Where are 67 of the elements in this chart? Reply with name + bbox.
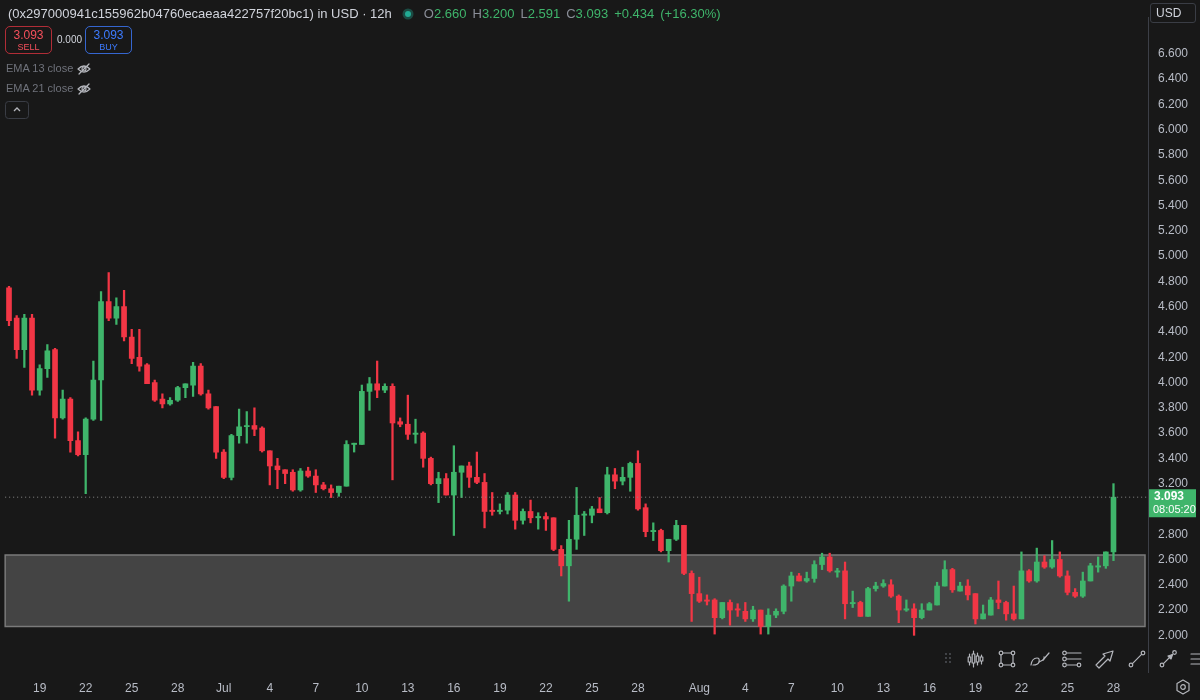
- candlestick: [366, 377, 373, 411]
- candlestick: [251, 407, 258, 436]
- y-tick-label: 6.400: [1158, 71, 1189, 86]
- x-tick-label: 28: [1106, 680, 1121, 695]
- y-tick-label: 3.600: [1158, 425, 1189, 440]
- y-tick-label: 2.000: [1158, 627, 1189, 642]
- y-tick-label: 2.800: [1158, 526, 1189, 541]
- y-tick-label: 4.000: [1158, 374, 1189, 389]
- x-tick-label: 16: [447, 680, 461, 695]
- annotation: 3.093: [12, 28, 45, 42]
- x-tick-label: 16: [922, 680, 937, 695]
- y-tick-label: 2.600: [1158, 551, 1189, 566]
- y-tick-label: 2.200: [1158, 602, 1189, 617]
- y-tick-label: 4.800: [1158, 273, 1189, 288]
- x-tick-label: 19: [968, 680, 983, 695]
- annotation: EMA 13 close: [6, 62, 74, 74]
- x-tick-label: 19: [33, 680, 47, 695]
- annotation: O2.660 H3.200 L2.591 C3.093 +0.434 (+16.30%): [423, 6, 721, 21]
- annotation: 0.000: [57, 34, 83, 45]
- y-tick-label: 3.400: [1158, 450, 1189, 465]
- candlestick: [435, 471, 442, 503]
- ref-line-label: 3.093: [1154, 489, 1185, 504]
- candlestick: [182, 383, 189, 399]
- x-tick-label: 19: [493, 680, 507, 695]
- x-tick-label: 25: [585, 680, 599, 695]
- x-tick-label: 25: [1060, 680, 1075, 695]
- y-tick-label: 5.000: [1158, 248, 1189, 263]
- x-tick-label: 25: [125, 680, 139, 695]
- x-tick-label: Jul: [216, 680, 232, 695]
- candlestick: [412, 418, 419, 444]
- annotation: BUY: [98, 42, 119, 52]
- annotation: EMA 21 close: [6, 82, 74, 94]
- candlestick: [903, 599, 910, 612]
- x-tick-label: 7: [312, 680, 320, 695]
- buy-button: 3.093 BUY: [85, 26, 132, 54]
- x-tick-label: Aug: [688, 680, 710, 695]
- y-tick-label: 5.200: [1158, 223, 1189, 238]
- x-tick-label: 22: [79, 680, 93, 695]
- x-tick-label: 7: [788, 680, 795, 695]
- annotation: 3.093: [92, 28, 125, 42]
- x-tick-label: 28: [631, 680, 645, 695]
- y-tick-label: 6.200: [1158, 96, 1189, 111]
- y-tick-label: 3.800: [1158, 400, 1189, 415]
- x-tick-label: 22: [539, 680, 553, 695]
- x-tick-label: 10: [830, 680, 845, 695]
- sell-button: 3.093 SELL: [5, 26, 52, 54]
- x-tick-label: 22: [1014, 680, 1029, 695]
- y-tick-label: 3.200: [1158, 475, 1189, 490]
- x-tick-label: 10: [355, 680, 369, 695]
- text: 08:05:20: [1153, 503, 1196, 516]
- y-tick-label: 4.600: [1158, 298, 1189, 313]
- x-tick-label: 28: [171, 680, 185, 695]
- y-tick-label: 4.400: [1158, 324, 1189, 339]
- chart-title: (0x297000941c155962b04760ecaeaa422757f20bc1) in USD · 12h: [8, 6, 392, 21]
- x-tick-label: 13: [401, 680, 415, 695]
- x-tick-label: 13: [876, 680, 891, 695]
- x-tick-label: 4: [266, 680, 274, 695]
- y-tick-label: 5.600: [1158, 172, 1189, 187]
- currency-box: USD: [1150, 3, 1196, 23]
- y-tick-label: 5.800: [1158, 147, 1189, 162]
- y-tick-label: 5.400: [1158, 197, 1189, 212]
- annotation: SELL: [16, 42, 41, 52]
- y-tick-label: 4.200: [1158, 349, 1189, 364]
- x-tick-label: 4: [741, 680, 749, 695]
- y-tick-label: 2.400: [1158, 577, 1189, 592]
- y-tick-label: 6.600: [1158, 46, 1189, 61]
- y-tick-label: 6.000: [1158, 122, 1189, 137]
